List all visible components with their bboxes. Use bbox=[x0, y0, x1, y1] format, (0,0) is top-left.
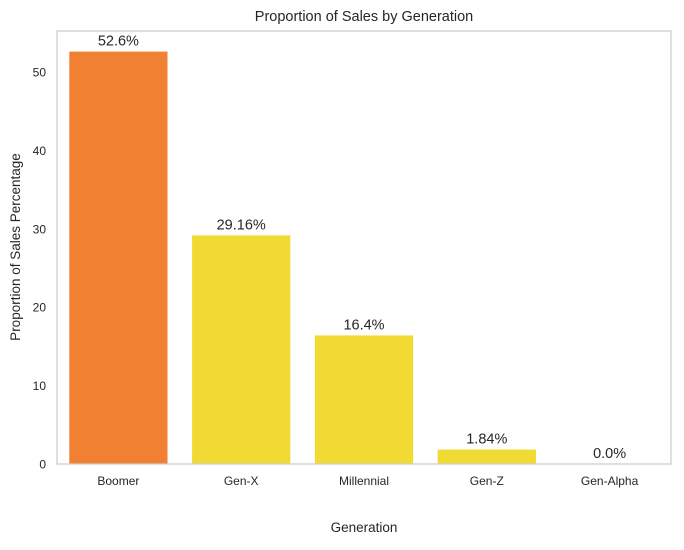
data-label-gen-alpha: 0.0% bbox=[593, 446, 626, 462]
y-tick-label-50: 50 bbox=[33, 66, 47, 80]
data-label-gen-x: 29.16% bbox=[217, 217, 266, 233]
bar-millennial bbox=[314, 335, 414, 464]
bar-boomer bbox=[69, 51, 168, 464]
data-label-gen-z: 1.84% bbox=[466, 432, 507, 448]
y-tick-label-40: 40 bbox=[33, 144, 47, 158]
data-label-boomer: 52.6% bbox=[98, 34, 139, 50]
y-axis-ticks: 0 10 20 30 40 50 bbox=[33, 66, 47, 472]
chart-title: Proportion of Sales by Generation bbox=[255, 9, 473, 25]
x-tick-label-boomer: Boomer bbox=[97, 474, 139, 488]
x-axis-ticks: Boomer Gen-X Millennial Gen-Z Gen-Alpha bbox=[97, 474, 638, 488]
data-labels-layer: 52.6% 29.16% 16.4% 1.84% 0.0% bbox=[98, 34, 626, 462]
x-tick-label-gen-x: Gen-X bbox=[224, 474, 259, 488]
y-tick-label-0: 0 bbox=[39, 458, 46, 472]
x-tick-label-millennial: Millennial bbox=[339, 474, 389, 488]
bar-gen-x bbox=[192, 235, 291, 464]
bar-gen-z bbox=[437, 449, 536, 464]
y-axis-label: Proportion of Sales Percentage bbox=[8, 153, 23, 341]
data-label-millennial: 16.4% bbox=[343, 317, 384, 333]
x-tick-label-gen-alpha: Gen-Alpha bbox=[581, 474, 639, 488]
plot-frame bbox=[56, 30, 672, 465]
bars-layer bbox=[69, 51, 536, 464]
x-tick-label-gen-z: Gen-Z bbox=[470, 474, 504, 488]
x-axis-label: Generation bbox=[331, 520, 398, 535]
y-tick-label-10: 10 bbox=[33, 379, 47, 393]
y-tick-label-30: 30 bbox=[33, 222, 47, 236]
y-tick-label-20: 20 bbox=[33, 301, 47, 315]
